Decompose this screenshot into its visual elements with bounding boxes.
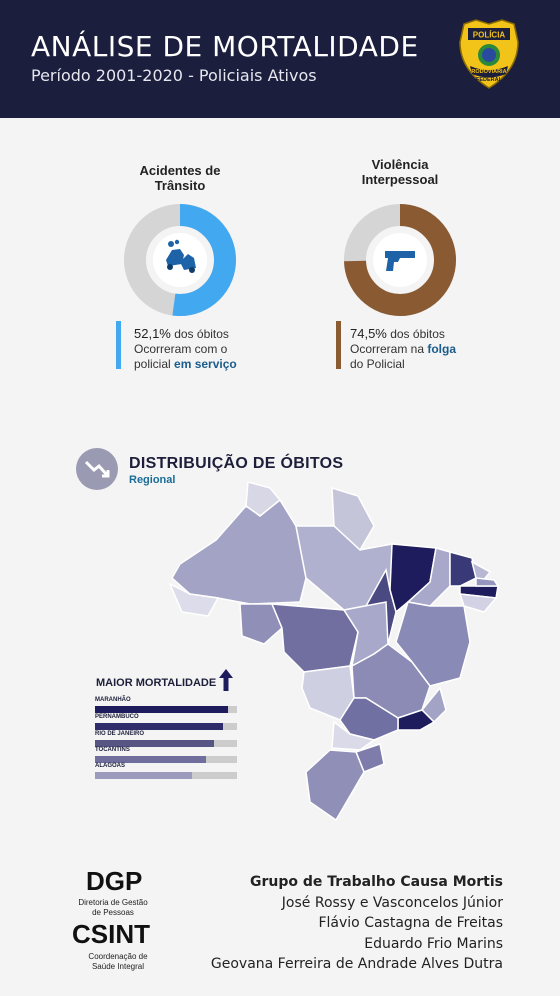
stat-transito: 52,1% dos óbitos Ocorreram com o policia… [134,326,237,372]
csint-logo-text: CSINT [72,919,150,949]
stat-violencia: 74,5% dos óbitos Ocorreram na folga do P… [350,326,456,372]
pistol-icon [385,251,415,271]
page-subtitle: Período 2001-2020 - Policiais Ativos [31,66,317,85]
map-state-am [171,498,307,605]
stat-text: dos óbitos [386,327,445,341]
rank-label: MARANHÃO [95,697,131,703]
credit-name: Flávio Castagna de Freitas [318,915,503,931]
badge-text-federal: FEDERAL [476,77,503,83]
map-state-ce [449,551,477,587]
credits: Grupo de Trabalho Causa Mortis José Ross… [211,872,503,975]
donut-arc-transito [124,204,236,316]
csint-subtitle: Coordenação de Saúde Integral [88,952,148,971]
rank-label: RIO DE JANEIRO [95,731,145,737]
stat-accent-violencia [336,321,341,369]
header-banner: ANÁLISE DE MORTALIDADE Período 2001-2020… [0,0,560,118]
stat-highlight: em serviço [174,357,237,371]
rank-bar [95,723,237,730]
dgp-subtitle: Diretoria de Gestão de Pessoas [78,898,148,917]
rank-bar [95,740,237,747]
rank-label: PERNAMBUCO [95,714,139,720]
donut-chart-transito [124,204,236,316]
stat-highlight: folga [427,342,457,356]
badge-text-rodoviaria: RODOVIÁRIA [471,68,506,75]
stat-accent-transito [116,321,121,369]
donut-title-line: Acidentes de [139,163,221,178]
prf-badge-logo: POLÍCIA RODOVIÁRIA FEDERAL [459,19,519,89]
stat-text: Ocorreram na [350,342,428,356]
page-title: ANÁLISE DE MORTALIDADE [31,30,419,63]
trend-down-icon [76,448,118,490]
rank-bar [95,756,237,763]
stat-text: Ocorreram com o [134,342,228,356]
rank-bar [95,772,237,779]
donut-center [373,233,427,287]
donut-title-line: Trânsito [154,178,206,193]
donut-title-transito: Acidentes de Trânsito [105,163,255,193]
donut-title-violencia: Violência Interpessoal [325,157,475,187]
map-state-ro [239,603,283,645]
rank-fill [95,756,206,763]
rank-fill [95,706,229,713]
dgp-logo-text: DGP [86,866,143,896]
map-state-rs [305,749,365,822]
stat-percent: 74,5% [350,326,387,341]
credit-name: Eduardo Frio Marins [364,935,503,952]
stat-text: do Policial [350,357,405,371]
map-state-ap [331,486,375,552]
donut-chart-violencia [344,204,456,316]
map-state-al [458,593,498,613]
stat-text: dos óbitos [170,327,229,341]
rank-fill [95,772,192,779]
donut-title-line: Violência [371,157,429,172]
map-state-pb [475,577,500,587]
rank-bar [95,706,237,713]
badge-text-policia: POLÍCIA [473,31,506,40]
stat-text: policial [134,357,175,371]
stat-percent: 52,1% [134,326,171,341]
donut-title-line: Interpessoal [361,172,439,187]
credits-title: Grupo de Trabalho Causa Mortis [250,874,503,890]
credit-name: José Rossy e Vasconcelos Júnior [281,894,503,911]
rank-label: ALAGOAS [95,763,125,769]
section-title: DISTRIBUIÇÃO DE ÓBITOS [129,455,344,472]
section-subtitle: Regional [129,474,176,486]
rank-fill [95,740,215,747]
brazil-map [168,482,500,822]
map-state-mt [270,603,359,673]
legend-title: MAIOR MORTALIDADE [96,677,217,689]
arrow-up-icon [219,669,233,691]
credit-name: Geovana Ferreira de Andrade Alves Dutra [210,956,503,972]
car-crash-icon [166,239,196,273]
map-state-ac [168,582,220,617]
rank-fill [95,723,223,730]
donut-arc-violencia [344,204,456,316]
map-state-pr [331,720,376,751]
rank-label: TOCANTINS [95,747,130,753]
